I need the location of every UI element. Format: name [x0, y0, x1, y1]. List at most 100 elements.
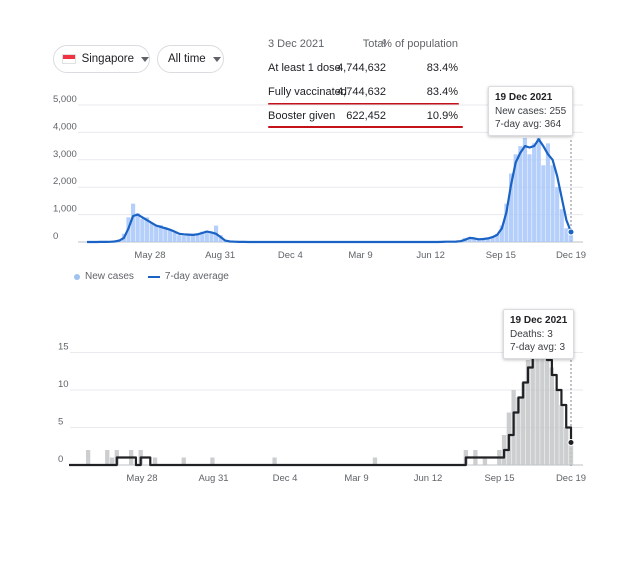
bar-mark: [204, 231, 209, 242]
y-tick-label: 3,000: [53, 149, 77, 160]
average-line: [69, 343, 573, 467]
location-selector[interactable]: Singapore: [53, 45, 150, 73]
tooltip-date: 19 Dec 2021: [510, 315, 568, 326]
x-tick-label: Mar 9: [344, 473, 368, 484]
bar-mark: [527, 154, 532, 242]
y-tick-label: 0: [53, 231, 58, 242]
bar-mark: [513, 154, 518, 242]
chart-legend: New cases 7-day average: [74, 271, 229, 282]
bar-mark: [522, 137, 527, 242]
bar-mark: [190, 235, 196, 242]
x-tick-label: Sep 15: [486, 250, 516, 261]
new-cases-legend-swatch: [74, 273, 80, 280]
y-tick-label: 0: [58, 454, 63, 465]
chevron-down-icon: [141, 56, 149, 62]
vaccination-row: At least 1 dose 4,744,632 83.4%: [262, 58, 462, 82]
selected-point-marker: [567, 439, 575, 446]
time-range-selector[interactable]: All time: [157, 45, 224, 73]
y-tick-label: 15: [58, 342, 69, 353]
bar-mark: [568, 442, 574, 465]
bar-mark: [472, 239, 477, 242]
y-tick-label: 5: [58, 417, 63, 428]
bar-mark: [564, 228, 569, 242]
bar-mark: [186, 233, 191, 242]
bar-mark: [467, 237, 472, 242]
new-cases-legend-label: New cases: [85, 271, 134, 282]
bar-mark: [554, 390, 559, 465]
bar-mark: [521, 382, 526, 465]
bar-mark: [564, 427, 569, 465]
bar-mark: [509, 173, 514, 242]
highlight-underline: [268, 126, 463, 128]
bar-mark: [140, 218, 145, 242]
bar-mark: [372, 457, 378, 465]
x-tick-label: Jun 12: [414, 473, 443, 484]
bar-mark: [530, 330, 535, 465]
bar-mark: [516, 397, 521, 465]
bar-mark: [152, 457, 158, 465]
x-tick-label: Sep 15: [484, 473, 514, 484]
bar-mark: [482, 457, 488, 465]
bar-mark: [481, 239, 486, 242]
bar-mark: [499, 225, 504, 242]
x-tick-label: Mar 9: [348, 250, 372, 261]
y-tick-label: 2,000: [53, 176, 77, 187]
row-percent: 10.9%: [426, 110, 458, 122]
tooltip-line: 7-day avg: 364: [495, 119, 562, 130]
row-label: At least 1 dose: [268, 62, 341, 74]
bar-mark: [559, 405, 564, 465]
bar-mark: [85, 450, 91, 465]
bar-mark: [177, 235, 182, 242]
singapore-flag-icon: [62, 54, 76, 64]
vaccination-date: 3 Dec 2021: [268, 38, 325, 50]
bar-mark: [135, 213, 140, 242]
bar-mark: [541, 165, 546, 242]
y-tick-label: 1,000: [53, 204, 77, 215]
x-tick-label: Dec 4: [273, 473, 298, 484]
bar-mark: [209, 232, 214, 242]
bar-mark: [536, 137, 541, 242]
bar-mark: [210, 457, 215, 465]
bar-mark: [490, 236, 495, 242]
bar-mark: [167, 229, 173, 242]
x-tick-label: May 28: [126, 473, 157, 484]
chevron-down-icon: [212, 56, 221, 62]
bar-mark: [568, 235, 574, 242]
bar-mark: [218, 235, 223, 242]
bar-mark: [149, 222, 154, 242]
x-tick-label: May 28: [134, 250, 165, 261]
bar-mark: [545, 143, 551, 242]
tooltip-line: New cases: 255: [495, 106, 567, 117]
deaths-tooltip: 19 Dec 2021 Deaths: 3 7-day avg: 3: [503, 309, 575, 359]
highlight-underline: [268, 103, 459, 105]
row-total: 622,452: [346, 110, 386, 122]
percent-header: % of population: [382, 38, 458, 50]
vaccination-row: Fully vaccinated 4,744,632 83.4%: [262, 82, 462, 106]
y-tick-label: 10: [58, 379, 69, 390]
bar-mark: [163, 226, 168, 242]
bar-mark: [181, 235, 186, 242]
y-tick-label: 5,000: [53, 94, 77, 105]
vaccination-row: Booster given 622,452 10.9%: [262, 106, 462, 130]
row-percent: 83.4%: [426, 86, 458, 98]
total-header: Total: [362, 38, 386, 50]
bar-mark: [105, 450, 110, 465]
x-tick-label: Dec 19: [556, 250, 586, 261]
bar-mark: [158, 225, 163, 242]
bar-mark: [559, 209, 564, 242]
bar-mark: [172, 232, 177, 242]
bar-mark: [525, 360, 531, 465]
row-total: 4,744,632: [337, 86, 386, 98]
bar-mark: [544, 345, 550, 465]
bar-mark: [485, 237, 491, 242]
y-tick-label: 4,000: [53, 121, 77, 132]
bar-mark: [144, 217, 149, 242]
row-percent: 83.4%: [426, 62, 458, 74]
bar-mark: [532, 143, 537, 242]
bar-mark: [555, 187, 560, 242]
tooltip-line: Deaths: 3: [510, 329, 553, 340]
bar-mark: [518, 146, 523, 242]
average-line: [87, 138, 573, 244]
bar-mark: [540, 330, 545, 465]
